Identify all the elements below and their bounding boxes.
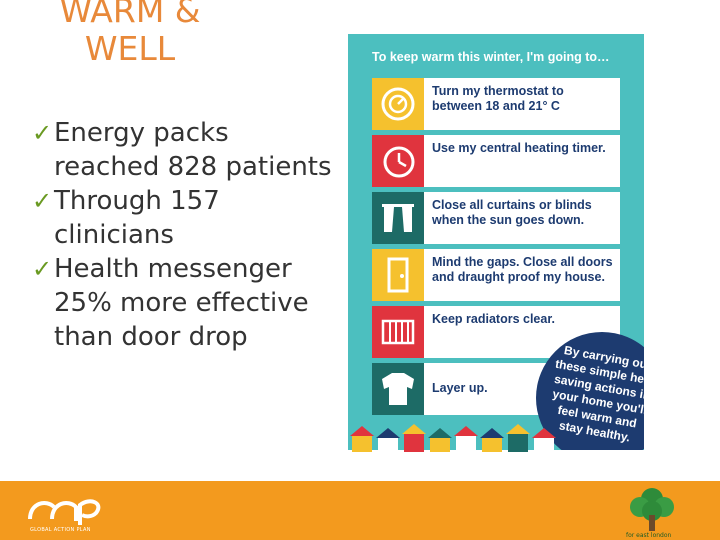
global-action-plan-logo (28, 499, 101, 525)
slide-title: WARM & WELL (20, 0, 240, 68)
checkmark-icon: ✓ (32, 255, 53, 283)
door-icon (372, 249, 424, 301)
bullet-list: ✓ Energy packs reached 828 patients ✓ Thro… (32, 116, 332, 354)
tip-bubble: By carrying out these simple heat saving… (536, 332, 644, 454)
tip-text: Use my central heating timer. (432, 141, 606, 155)
tip-row-timer: Use my central heating timer. (372, 135, 620, 187)
curtains-icon (372, 192, 424, 244)
clock-icon (372, 135, 424, 187)
bullet-item: ✓ Health messenger 25% more effective tha… (32, 252, 332, 354)
tip-text: Turn my thermostat to between 18 and 21°… (432, 84, 564, 113)
bullet-item: ✓ Energy packs reached 828 patients (32, 116, 332, 184)
footer-bar: GLOBAL ACTION PLAN for east london (0, 481, 720, 540)
checkmark-icon: ✓ (32, 187, 53, 215)
thermostat-icon (372, 78, 424, 130)
tip-text: Mind the gaps. Close all doors and draug… (432, 255, 613, 284)
warm-tips-poster: To keep warm this winter, I'm going to… … (348, 34, 644, 454)
houses-illustration (348, 424, 644, 454)
title-line-1: WARM & (59, 0, 201, 30)
bullet-text: Health messenger 25% more effective than… (54, 254, 309, 352)
bullet-text: Through 157 clinicians (54, 186, 220, 250)
tip-text: Layer up. (432, 381, 488, 395)
checkmark-icon: ✓ (32, 119, 53, 147)
tip-row-radiator: Keep radiators clear. (372, 306, 620, 358)
bullet-text: Energy packs reached 828 patients (54, 118, 332, 182)
tip-text: Keep radiators clear. (432, 312, 555, 326)
tip-row-door: Mind the gaps. Close all doors and draug… (372, 249, 620, 301)
tip-row-curtains: Close all curtains or blinds when the su… (372, 192, 620, 244)
tip-text: Close all curtains or blinds when the su… (432, 198, 592, 227)
jumper-icon (372, 363, 424, 415)
title-line-2: WELL (84, 29, 176, 68)
bullet-item: ✓ Through 157 clinicians (32, 184, 332, 252)
global-action-plan-label: GLOBAL ACTION PLAN (30, 527, 91, 533)
tree-logo-icon (630, 488, 674, 531)
east-london-label: for east london (626, 532, 672, 539)
tip-row-thermostat: Turn my thermostat to between 18 and 21°… (372, 78, 620, 130)
radiator-icon (372, 306, 424, 358)
poster-heading: To keep warm this winter, I'm going to… (372, 50, 610, 64)
